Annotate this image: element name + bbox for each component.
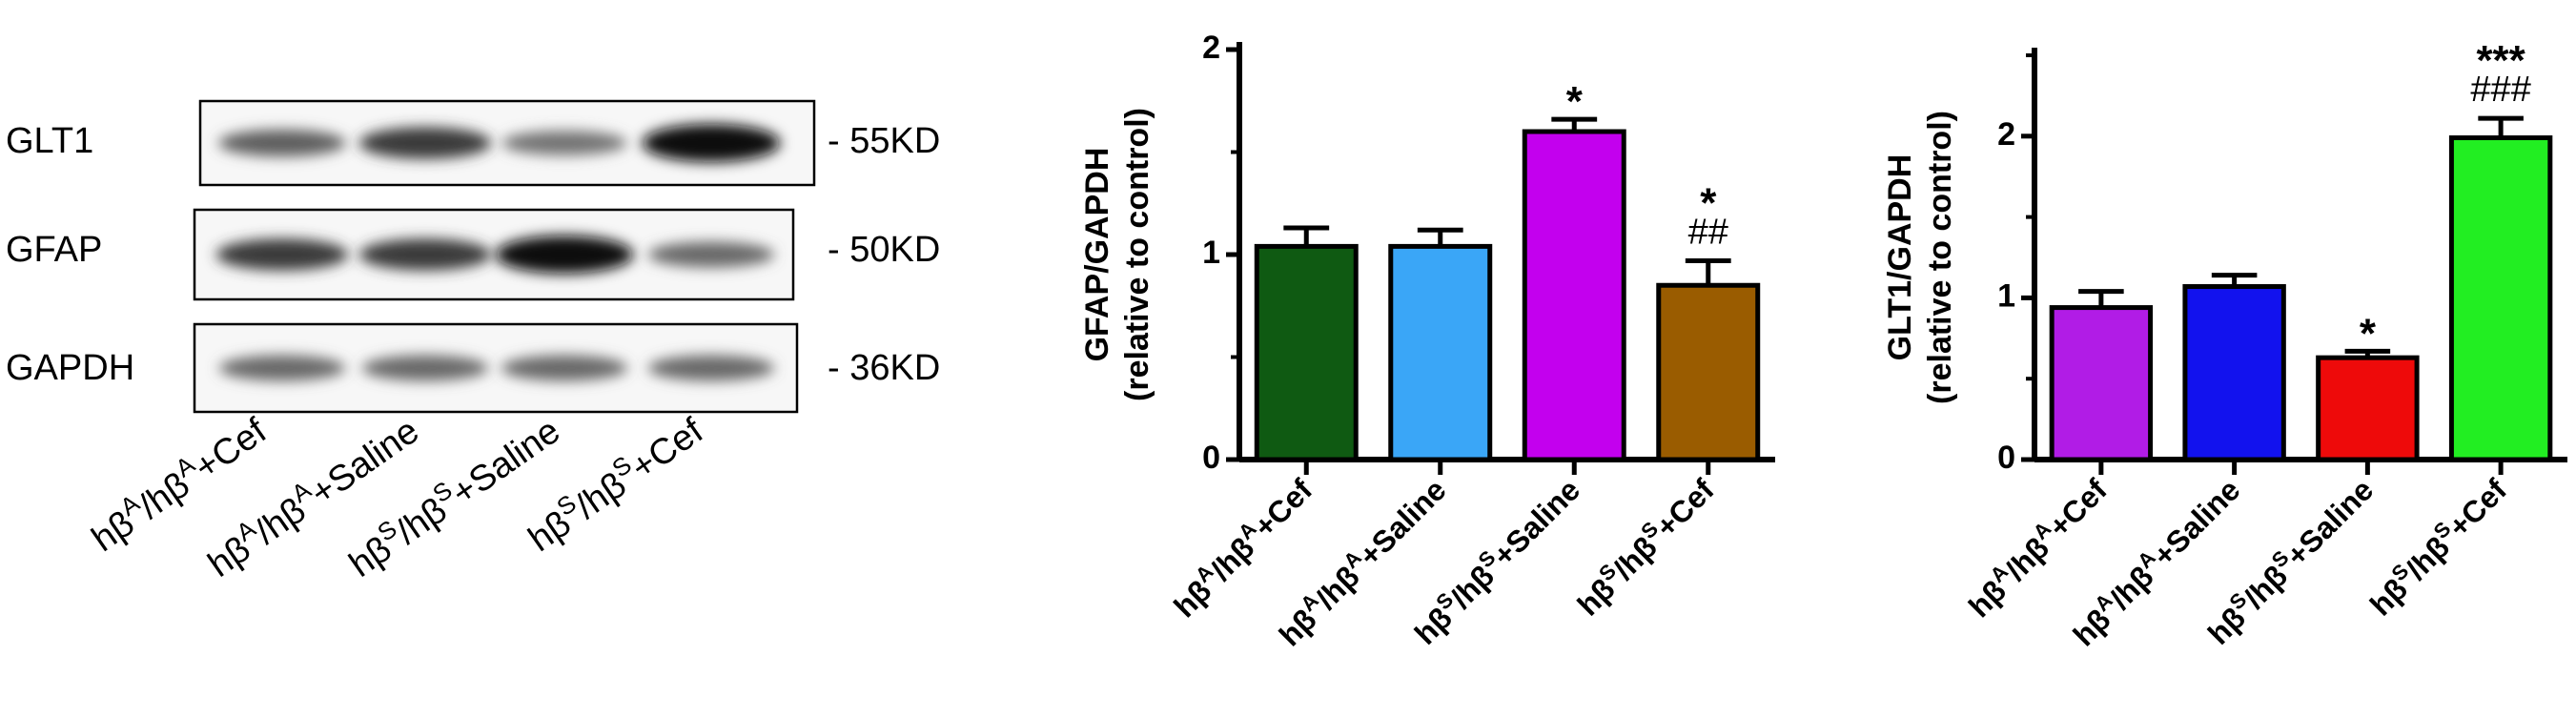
y-tick-label: 0 [1997,440,2015,476]
y-axis-label: GFAP/GAPDH (relative to control) [1079,108,1155,401]
blot-band [218,355,346,381]
y-tick-label: 1 [1202,235,1220,271]
blot-band [358,127,492,159]
significance-star: * [2360,310,2377,357]
blot-band [215,238,349,271]
bar [2448,134,2553,462]
bar [2182,284,2286,462]
blot-band [647,241,775,268]
blot-band [501,355,628,381]
blot-marker-gapdh: - 36KD [828,348,940,388]
bar [1522,129,1626,462]
significance-hash: ## [1688,212,1728,252]
significance-star: * [1700,179,1717,226]
significance-star: *** [2476,37,2525,84]
bar [1656,282,1761,462]
blot-band [501,131,627,155]
significance-hash: ### [2470,70,2530,110]
blot-band [218,129,346,157]
gfap-bar-chart: 0 1 2 GFAP/GAPDH (relative to control)hβA/hβ… [1079,30,1775,653]
x-tick-label: hβA/hβA+Cef [1164,469,1319,624]
x-tick-label: hβS/hβS+Cef [2361,469,2514,623]
blot-marker-glt1: - 55KD [828,121,940,161]
y-tick-label: 2 [1202,30,1220,66]
bar [1388,243,1493,462]
blot-label-glt1: GLT1 [6,121,93,161]
blot-band [647,355,775,381]
y-tick-label: 1 [1997,277,2015,314]
blot-label-gapdh: GAPDH [6,348,134,388]
blot-band [642,124,781,162]
blot-label-gfap: GFAP [6,230,102,270]
bar [2316,355,2420,462]
significance-star: * [1566,78,1584,125]
blot-band [358,238,492,271]
y-axis-label: GLT1/GAPDH (relative to control) [1882,111,1958,404]
blot-band [361,355,489,381]
bar [2049,305,2154,462]
bar [1254,243,1359,462]
blot-marker-gfap: - 50KD [828,230,940,270]
blot-band [495,236,634,274]
y-tick-label: 2 [1997,116,2015,153]
x-tick-label: hβS/hβS+Cef [1567,469,1721,623]
y-tick-label: 0 [1202,440,1220,476]
